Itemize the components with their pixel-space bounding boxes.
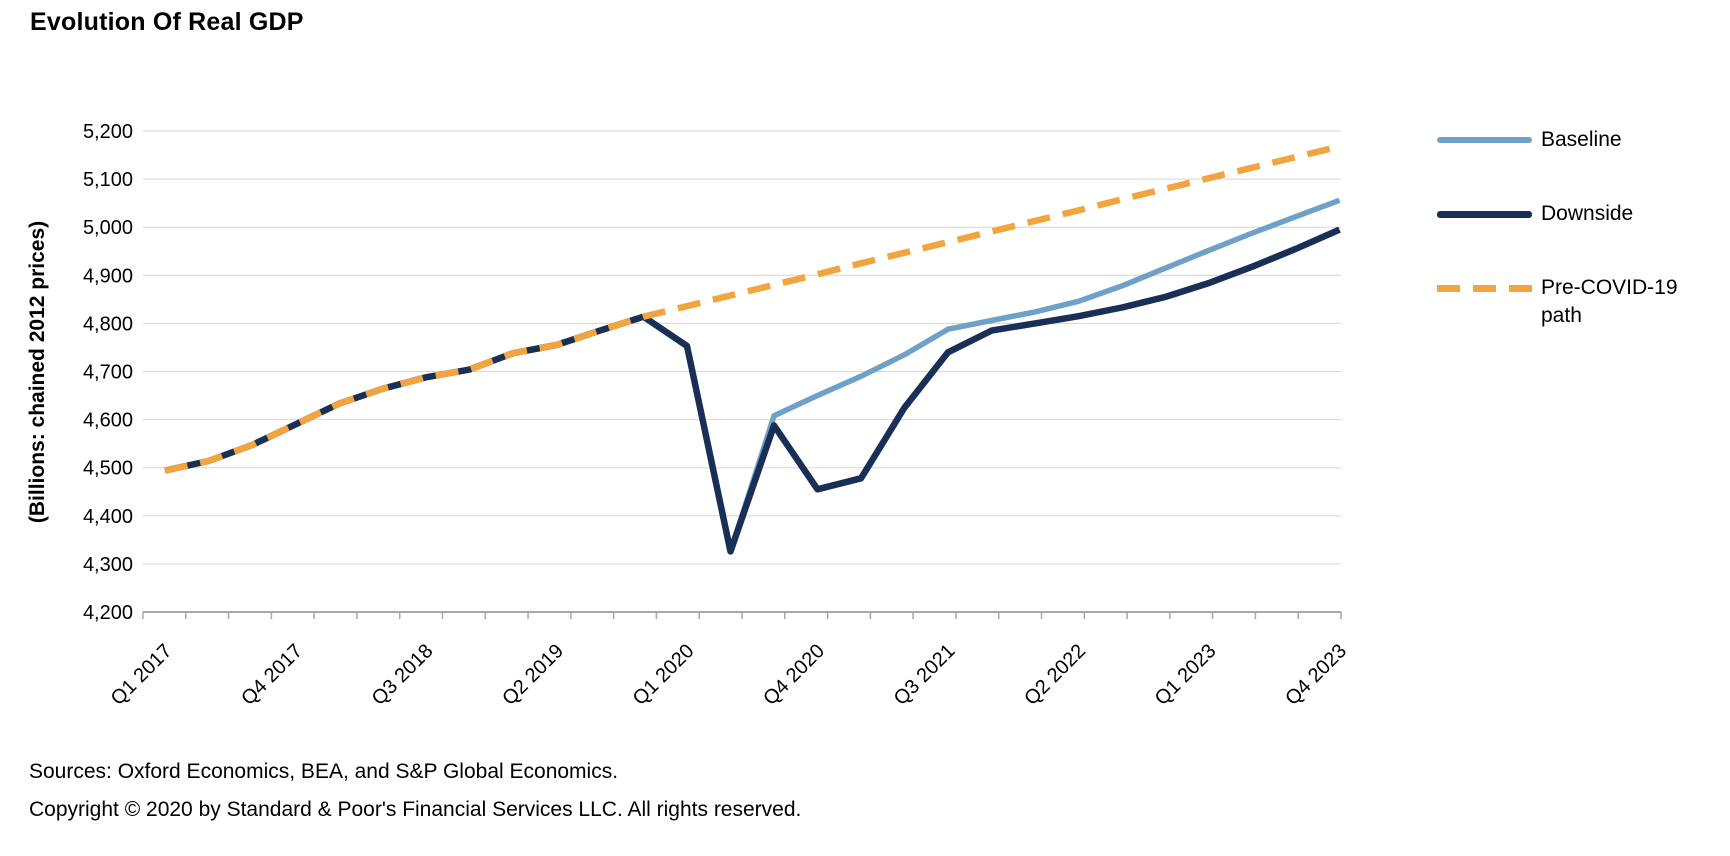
y-tick-label: 4,700 <box>83 362 133 384</box>
legend-label-baseline: Baseline <box>1541 128 1622 151</box>
y-tick-label: 4,400 <box>83 506 133 528</box>
x-tick-label: Q2 2019 <box>498 640 568 710</box>
copyright-note: Copyright © 2020 by Standard & Poor's Fi… <box>29 798 802 821</box>
x-tick-label: Q3 2021 <box>890 640 960 710</box>
legend-item-baseline: Baseline <box>1437 126 1719 154</box>
x-tick-label: Q4 2023 <box>1281 640 1351 710</box>
x-tick-label: Q4 2017 <box>237 640 307 710</box>
legend-label-downside: Downside <box>1541 202 1634 225</box>
y-tick-label: 5,200 <box>83 121 133 143</box>
y-tick-label: 4,800 <box>83 313 133 335</box>
x-tick-label: Q4 2020 <box>759 640 829 710</box>
sources-note: Sources: Oxford Economics, BEA, and S&P … <box>29 760 619 783</box>
legend-label-pre-covid-path: Pre-COVID-19 path <box>1541 276 1678 327</box>
x-tick-label: Q1 2020 <box>629 640 699 710</box>
y-tick-label: 4,600 <box>83 410 133 432</box>
series-line-pre-covid-19-path <box>164 143 1341 474</box>
series-line-downside <box>164 226 1341 555</box>
x-tick-label: Q1 2017 <box>107 640 177 710</box>
y-tick-label: 4,500 <box>83 458 133 480</box>
x-tick-label: Q1 2023 <box>1151 640 1221 710</box>
y-tick-label: 4,300 <box>83 554 133 576</box>
legend: Baseline Downside Pre-COVID-19 path <box>1437 0 1730 400</box>
y-tick-label: 5,100 <box>83 169 133 191</box>
pre-covid-path-line-swatch <box>1437 285 1532 292</box>
chart-title: Evolution Of Real GDP <box>30 8 304 36</box>
legend-item-downside: Downside <box>1437 200 1719 228</box>
gdp-line-chart: 4,200 4,300 4,400 4,500 4,600 4,700 4,800 4,900… <box>83 121 1351 710</box>
x-tick-label: Q3 2018 <box>368 640 438 710</box>
legend-item-pre-covid-path: Pre-COVID-19 path <box>1437 274 1719 330</box>
x-tick-label: Q2 2022 <box>1020 640 1090 710</box>
y-tick-label: 4,900 <box>83 265 133 287</box>
baseline-line-swatch <box>1437 137 1532 143</box>
series-line-baseline <box>164 197 1341 555</box>
y-tick-label: 4,200 <box>83 602 133 624</box>
downside-line-swatch <box>1437 211 1532 218</box>
y-tick-label: 5,000 <box>83 217 133 239</box>
